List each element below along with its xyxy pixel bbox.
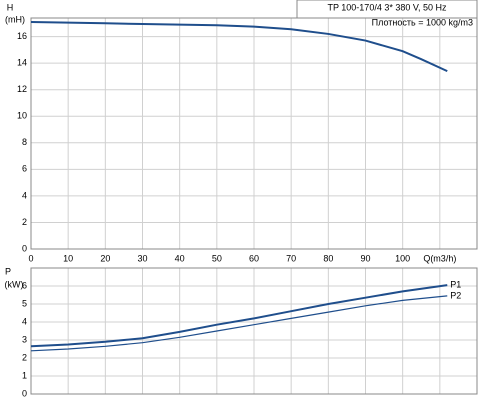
y-tick-label: 0 [22,388,27,398]
x-tick-label: 40 [175,253,185,263]
y-axis-label: P [5,266,11,276]
y-tick-label: 3 [22,334,27,344]
y-tick-label: 4 [22,316,27,326]
y-tick-label: 14 [17,58,27,68]
x-tick-label: 10 [63,253,73,263]
x-tick-label: 30 [137,253,147,263]
series-line [30,295,448,352]
x-tick-label: 0 [28,253,33,263]
y-tick-label: 10 [17,111,27,121]
x-tick-label: 90 [360,253,370,263]
annotation: TP 100-170/4 3* 380 V, 50 Hz [327,2,447,12]
y-tick-label: 12 [17,84,27,94]
x-tick-label: 80 [323,253,333,263]
plot-frame [30,267,478,395]
x-tick-label: 100 [395,253,410,263]
y-tick-label: 16 [17,31,27,41]
y-axis-label: H [7,2,14,12]
x-tick-label: Q(m3/h) [423,253,456,263]
y-tick-label: 4 [22,190,27,200]
y-axis-unit: (mH) [5,14,25,24]
y-tick-label: 2 [22,217,27,227]
x-tick-label: 60 [249,253,259,263]
series-line [30,284,448,348]
x-tick-label: 50 [212,253,222,263]
y-tick-label: 5 [22,298,27,308]
series-label: P1 [450,279,461,289]
y-axis-unit: (kW) [5,279,24,289]
y-tick-label: 1 [22,370,27,380]
y-tick-label: 8 [22,137,27,147]
annotation: Плотность = 1000 kg/m3 [372,17,473,27]
y-tick-label: 6 [22,164,27,174]
series-label: P2 [450,290,461,300]
y-tick-label: 2 [22,352,27,362]
y-tick-label: 0 [22,243,27,253]
x-tick-label: 70 [286,253,296,263]
x-tick-label: 20 [100,253,110,263]
plot-frame [30,17,478,250]
y-tick-label: 6 [22,280,27,290]
series-line [30,20,448,73]
